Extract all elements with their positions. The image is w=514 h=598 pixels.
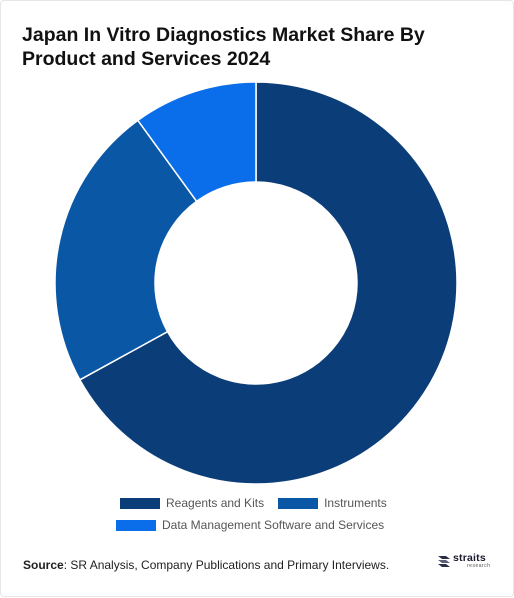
- legend-label: Data Management Software and Services: [162, 518, 385, 532]
- legend-row-2: Data Management Software and Services: [116, 518, 398, 532]
- legend-swatch: [278, 497, 319, 509]
- source-text: : SR Analysis, Company Publications and …: [63, 558, 390, 572]
- legend-swatch: [116, 519, 156, 531]
- legend-label: Reagents and Kits: [166, 496, 265, 510]
- straits-logo-icon: [438, 556, 450, 567]
- slice-instruments: [54, 119, 198, 381]
- slice-data-management-software-and-services: [136, 81, 257, 203]
- legend-item-data-management: Data Management Software and Services: [116, 518, 384, 532]
- logo-name: straits: [453, 552, 486, 565]
- legend-item-reagents: Reagents and Kits: [120, 496, 264, 510]
- straits-logo: straits research: [437, 553, 490, 569]
- legend-item-instruments: Instruments: [278, 496, 387, 510]
- slice-reagents-and-kits: [78, 81, 458, 485]
- source-label: Source: [23, 558, 64, 572]
- legend-label: Instruments: [324, 496, 387, 510]
- legend-swatch: [120, 497, 160, 509]
- logo-sub: research: [467, 562, 491, 569]
- source-note: Source: SR Analysis, Company Publication…: [23, 558, 389, 572]
- legend-row-1: Reagents and Kits Instruments: [120, 496, 401, 510]
- chart-title: Japan In Vitro Diagnostics Market Share …: [22, 24, 425, 70]
